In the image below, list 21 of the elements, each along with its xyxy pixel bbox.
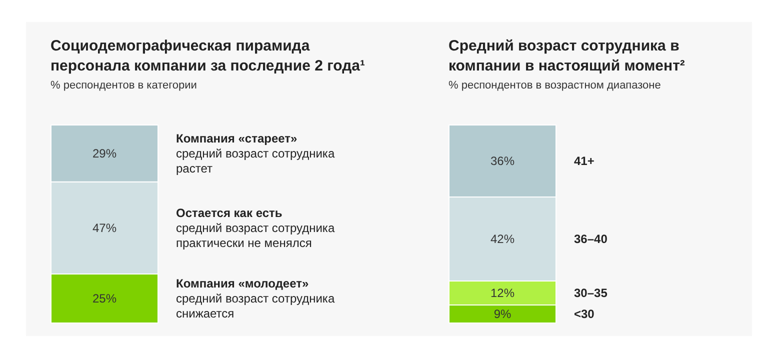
series-label: Остается как есть	[176, 206, 282, 220]
chart-subtitle: % респондентов в возрастном диапазоне	[448, 80, 661, 92]
series-label: Компания «молодеет»	[176, 276, 309, 290]
series-label: Компания «стареет»	[176, 131, 298, 146]
series-label: <30	[574, 307, 595, 321]
data-label: 9%	[494, 307, 512, 321]
data-label: 12%	[490, 286, 515, 300]
data-label: 25%	[92, 291, 117, 306]
chart-title: Средний возраст сотрудника в компании в настоящий момент²	[448, 38, 685, 74]
series-label: 41+	[574, 154, 594, 168]
text: средний возраст сотрудника растет	[176, 146, 335, 176]
text: средний возраст сотрудника практически не менялся	[176, 220, 335, 250]
data-label: 42%	[490, 232, 515, 246]
text: Социодемографическая пирамида персонала компании за последние 2 года¹	[50, 38, 365, 74]
data-label: 36%	[490, 154, 515, 168]
series-label: 36–40	[574, 232, 608, 246]
data-label: 29%	[92, 146, 117, 160]
data-label: 47%	[92, 220, 117, 235]
chart-subtitle: % респондентов в категории	[50, 80, 197, 92]
text: средний возраст сотрудника снижается	[176, 291, 335, 320]
series-label: 30–35	[574, 286, 608, 300]
